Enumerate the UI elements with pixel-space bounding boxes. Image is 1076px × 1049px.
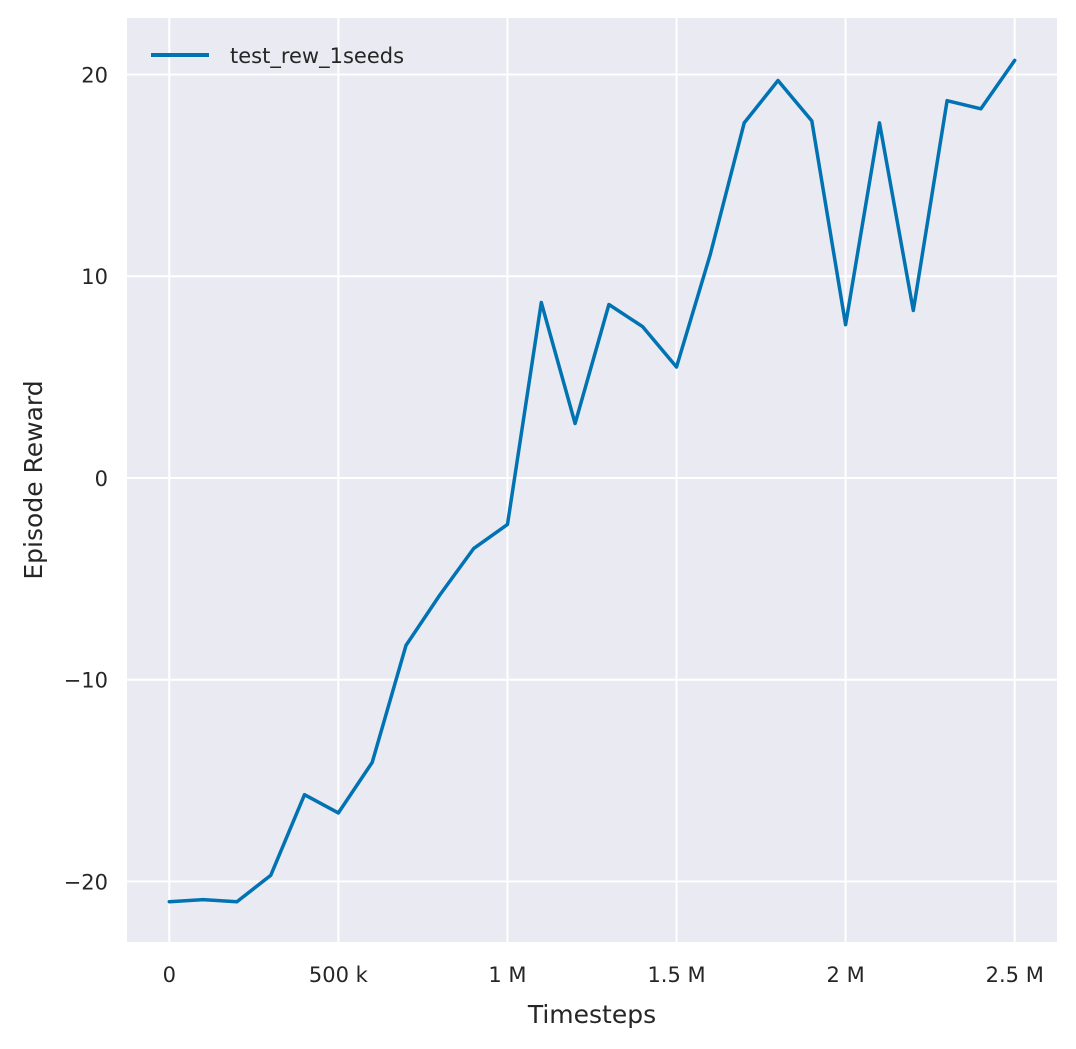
x-tick-label: 2.5 M	[986, 963, 1044, 987]
x-axis-label: Timesteps	[527, 1000, 656, 1029]
x-axis-ticks: 0 500 k 1 M 1.5 M 2 M 2.5 M	[163, 963, 1044, 987]
y-tick-label: 20	[81, 63, 108, 87]
x-tick-label: 500 k	[309, 963, 369, 987]
y-axis-label: Episode Reward	[19, 380, 48, 579]
x-tick-label: 0	[163, 963, 176, 987]
y-axis-ticks: −20 −10 0 10 20	[64, 63, 108, 894]
plot-area	[127, 18, 1057, 942]
y-tick-label: 0	[95, 467, 108, 491]
x-tick-label: 2 M	[827, 963, 865, 987]
x-tick-label: 1 M	[488, 963, 526, 987]
legend: test_rew_1seeds	[151, 44, 404, 69]
x-tick-label: 1.5 M	[647, 963, 705, 987]
grid-lines	[127, 18, 1057, 942]
legend-label: test_rew_1seeds	[230, 44, 404, 69]
series-group	[167, 58, 1017, 904]
y-tick-label: −20	[64, 870, 108, 894]
y-tick-label: 10	[81, 265, 108, 289]
series-line	[167, 58, 1017, 904]
y-tick-label: −10	[64, 669, 108, 693]
